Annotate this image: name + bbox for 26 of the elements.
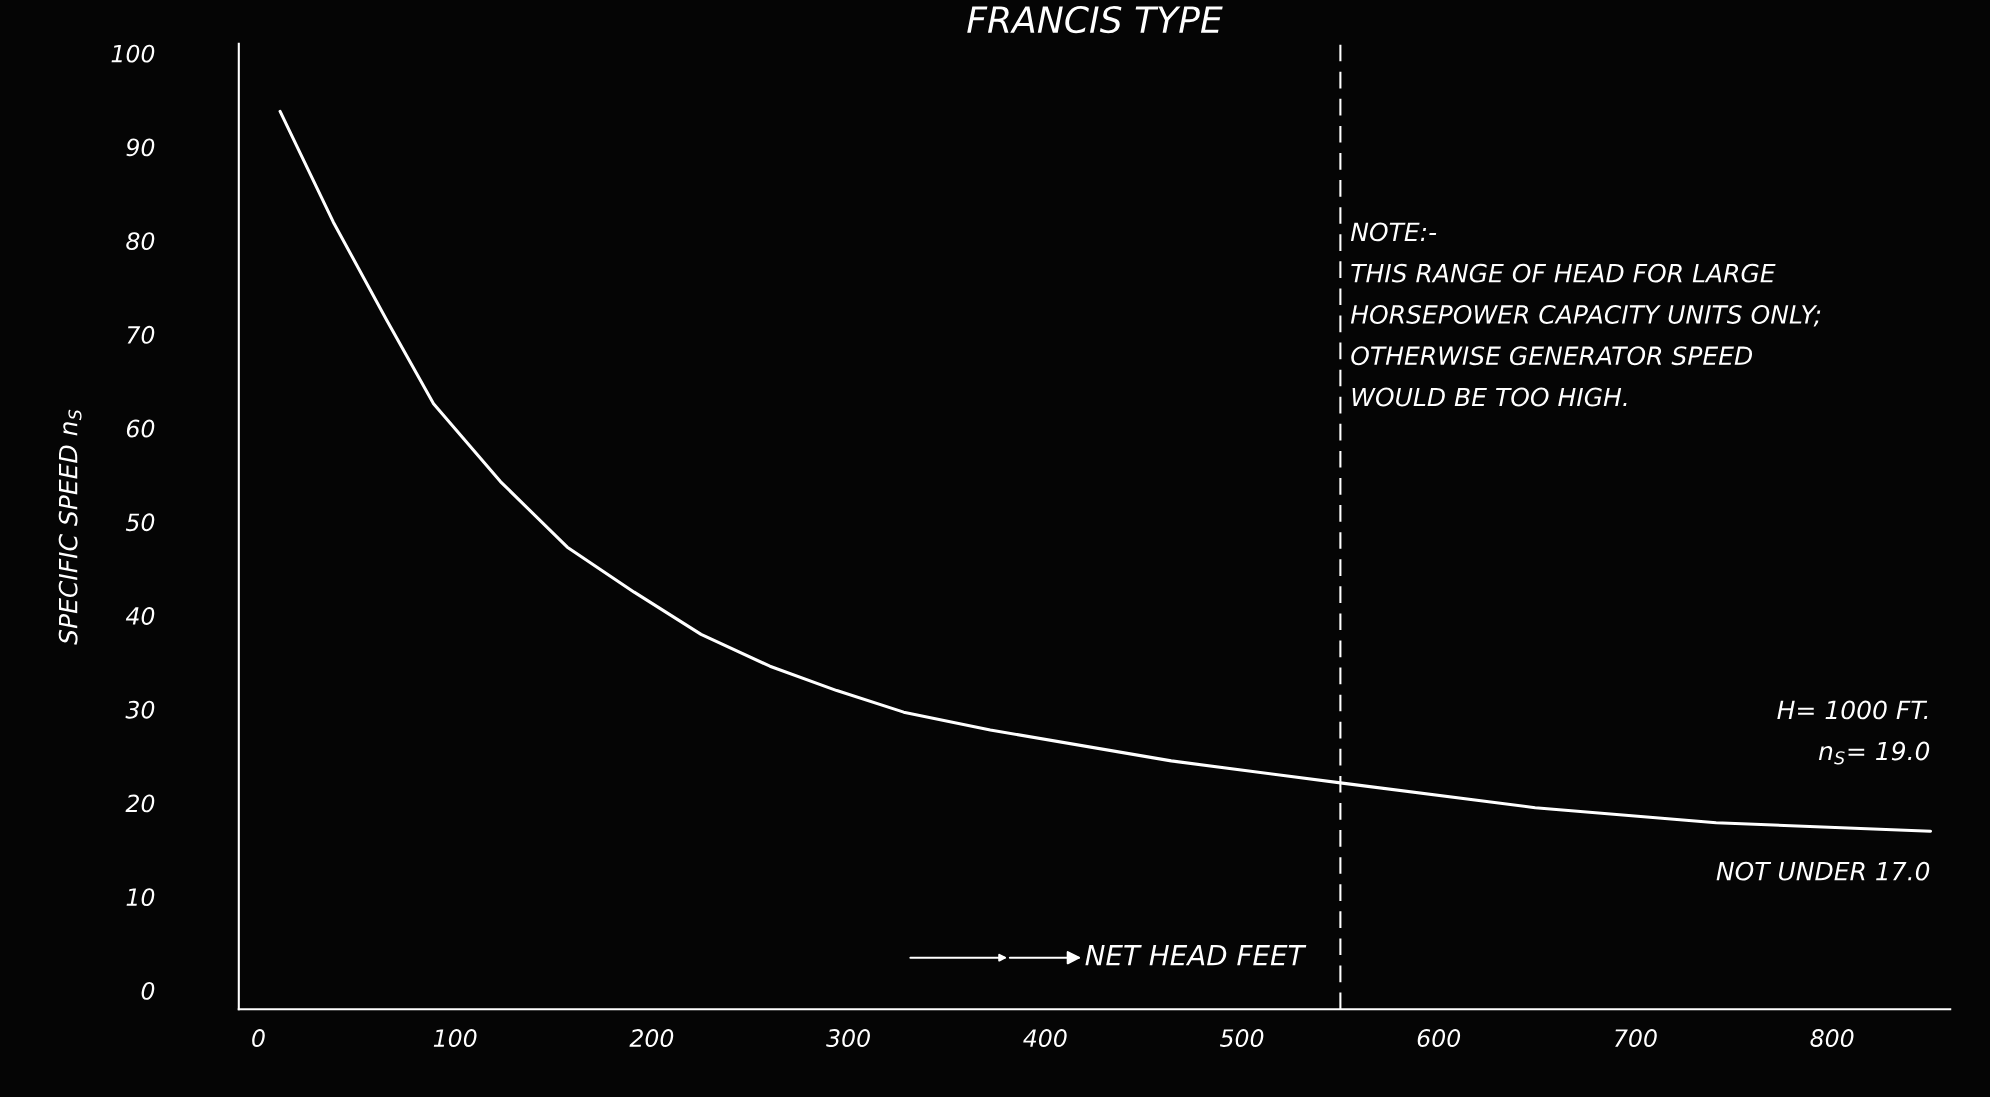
x-tick-label: 300 [826,1029,870,1047]
annotation: H= 1000 FT. n$_{S}$= 19.0 [1777,700,1930,765]
annotation: NOTE:- THIS RANGE OF HEAD FOR LARGE HORSEPOWER CAPACITY UNITS ONLY; OTHERWISE GENERATOR SPEED WOULD BE TOO HIGH. [1350,222,1821,407]
x-tick-label: 400 [1023,1029,1067,1047]
x-tick-label: 700 [1615,1029,1657,1047]
x-tick-label: 0 [252,1029,265,1047]
x-tick-label: 500 [1219,1029,1264,1047]
x-axis-title: NET HEAD FEET [1085,945,1307,966]
y-tick-label: 20 [125,794,155,813]
y-tick-label: 40 [125,607,155,625]
chart-title: FRANCIS TYPE [967,5,1223,34]
y-tick-label: 30 [125,700,155,719]
x-tick-label: 600 [1417,1029,1461,1047]
y-tick-label: 90 [126,138,155,157]
y-tick-label: 80 [126,232,155,251]
y-tick-label: 50 [125,513,155,532]
y-tick-label: 70 [127,325,155,344]
y-tick-label: 10 [126,888,155,907]
x-tick-label: 100 [433,1029,477,1047]
x-tick-label: 200 [629,1029,674,1047]
y-axis-title: SPECIFIC SPEED n$_{S}$ [58,409,82,645]
annotation: NOT UNDER 17.0 [1716,861,1930,881]
x-tick-label: 800 [1810,1029,1854,1047]
y-tick-label: 100 [111,44,155,63]
y-tick-label: 0 [141,981,155,1000]
y-tick-label: 60 [126,419,155,438]
